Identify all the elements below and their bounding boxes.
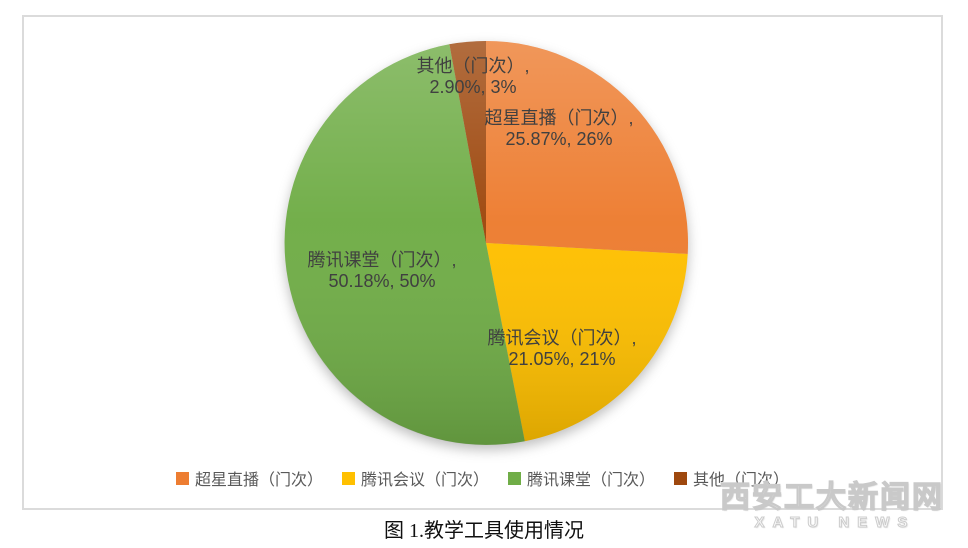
legend-swatch-icon (175, 471, 189, 485)
pie-shade-overlay (284, 41, 688, 445)
legend-item-4: 其他（门次） (674, 466, 789, 490)
watermark-chinese: 西安工大新闻网 (719, 481, 944, 514)
legend-swatch-icon (508, 471, 521, 485)
legend-label: 腾讯会议（门次） (360, 472, 489, 489)
pie-chart (284, 40, 688, 445)
legend-item-1: 超星直播（门次） (175, 466, 323, 490)
chart-frame: 超星直播（门次）, 25.87%, 26% 腾讯会议（门次）, 21.05%, 21%… (22, 15, 943, 510)
legend-label: 超星直播（门次） (194, 472, 323, 489)
chart-caption: 图 1.教学工具使用情况 (384, 520, 584, 542)
legend-swatch-icon (341, 471, 355, 485)
legend-item-3: 腾讯课堂（门次） (508, 466, 655, 490)
legend-item-2: 腾讯会议（门次） (341, 466, 489, 490)
chart-legend: 超星直播（门次） 腾讯会议（门次） 腾讯课堂（门次） 其他（门次） (24, 466, 941, 490)
legend-label: 腾讯课堂（门次） (527, 472, 656, 489)
watermark: 西安工大新闻网 XATU NEWS (719, 481, 944, 531)
legend-swatch-icon (674, 471, 688, 485)
watermark-english: XATU NEWS (754, 514, 916, 531)
legend-label: 其他（门次） (693, 472, 790, 489)
